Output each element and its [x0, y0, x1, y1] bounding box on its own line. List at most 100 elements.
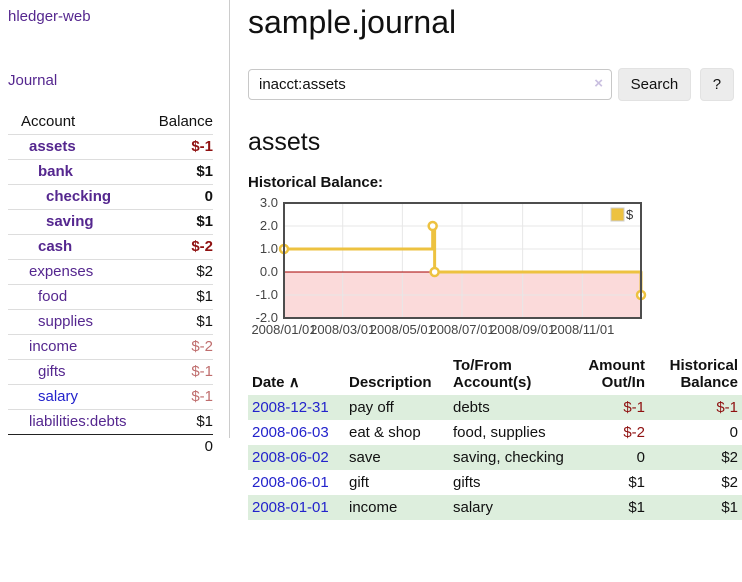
transaction-description: income: [349, 499, 398, 516]
transaction-accounts: salary: [453, 499, 494, 516]
accounts-total-value: 0: [204, 438, 213, 455]
help-button[interactable]: ?: [699, 68, 734, 101]
account-balance: $-2: [191, 238, 213, 255]
register-row: 2008-06-01 gift gifts $1 $2: [248, 470, 742, 495]
transaction-accounts: debts: [453, 399, 490, 416]
sidebar: hledger-web Journal Account Balance asse…: [0, 0, 230, 455]
transaction-description: eat & shop: [349, 424, 421, 441]
svg-text:-2.0: -2.0: [256, 310, 278, 325]
account-link-food[interactable]: food: [38, 288, 68, 305]
account-link-expenses[interactable]: expenses: [29, 263, 94, 280]
col-header-date[interactable]: Date ∧: [252, 374, 300, 391]
transaction-balance: $-1: [716, 399, 738, 416]
svg-text:2008/01/01: 2008/01/01: [251, 322, 316, 337]
accounts-header-balance: Balance: [158, 113, 213, 130]
transaction-date-link[interactable]: 2008-01-01: [252, 499, 329, 516]
search-input[interactable]: [248, 69, 612, 100]
accounts-table: Account Balance assets $-1 bank $1 check…: [8, 110, 213, 459]
svg-text:2008/11/01: 2008/11/01: [550, 322, 614, 337]
transaction-date-link[interactable]: 2008-06-03: [252, 424, 329, 441]
register-row: 2008-01-01 income salary $1 $1: [248, 495, 742, 520]
account-balance: $2: [196, 263, 213, 280]
account-balance: $1: [196, 313, 213, 330]
register-row: 2008-06-03 eat & shop food, supplies $-2…: [248, 420, 742, 445]
svg-text:1.0: 1.0: [260, 241, 278, 256]
main-content: sample.journal × Search ? assets Histori…: [231, 0, 742, 520]
col-header-accounts: To/From Account(s): [453, 357, 532, 391]
sidebar-item-journal[interactable]: Journal: [8, 72, 58, 89]
account-row-gifts: gifts $-1: [8, 359, 213, 385]
account-link-liabilities-debts[interactable]: liabilities:debts: [29, 413, 127, 430]
transaction-balance: $2: [721, 474, 738, 491]
transaction-date-link[interactable]: 2008-06-02: [252, 449, 329, 466]
account-balance: $1: [196, 213, 213, 230]
svg-text:2008/03/01: 2008/03/01: [310, 322, 375, 337]
transaction-amount: $1: [628, 499, 645, 516]
app-title-link[interactable]: hledger-web: [8, 8, 91, 25]
register-row: 2008-06-02 save saving, checking 0 $2: [248, 445, 742, 470]
svg-text:2008/09/01: 2008/09/01: [490, 322, 555, 337]
account-link-cash[interactable]: cash: [38, 238, 73, 255]
sort-asc-icon: ∧: [288, 374, 300, 391]
account-row-expenses: expenses $2: [8, 259, 213, 285]
svg-text:-1.0: -1.0: [256, 287, 278, 302]
transaction-balance: $2: [721, 449, 738, 466]
account-heading: assets: [248, 128, 321, 156]
search-button[interactable]: Search: [618, 68, 691, 101]
account-link-saving[interactable]: saving: [46, 213, 94, 230]
search-bar: × Search ?: [248, 68, 734, 101]
account-balance: $-2: [191, 338, 213, 355]
transaction-accounts: food, supplies: [453, 424, 546, 441]
account-balance: $-1: [191, 363, 213, 380]
svg-text:2008/05/01: 2008/05/01: [370, 322, 435, 337]
transaction-accounts: saving, checking: [453, 449, 564, 466]
account-link-salary[interactable]: salary: [38, 388, 79, 405]
account-link-assets[interactable]: assets: [29, 138, 76, 155]
account-row-assets: assets $-1: [8, 134, 213, 160]
svg-text:0.0: 0.0: [260, 264, 278, 279]
account-row-bank: bank $1: [8, 159, 213, 185]
account-balance: $1: [196, 288, 213, 305]
transaction-balance: $1: [721, 499, 738, 516]
transaction-amount: 0: [636, 449, 645, 466]
transaction-amount: $-2: [623, 424, 645, 441]
account-row-checking: checking 0: [8, 184, 213, 210]
account-balance: $-1: [191, 138, 213, 155]
account-link-gifts[interactable]: gifts: [38, 363, 66, 380]
account-link-checking[interactable]: checking: [46, 188, 112, 205]
transaction-description: save: [349, 449, 381, 466]
clear-search-icon[interactable]: ×: [594, 75, 603, 92]
transaction-date-link[interactable]: 2008-06-01: [252, 474, 329, 491]
transaction-description: pay off: [349, 399, 394, 416]
account-row-liabilities-debts: liabilities:debts $1: [8, 409, 213, 435]
transaction-date-link[interactable]: 2008-12-31: [252, 399, 329, 416]
historical-balance-chart: $3.0 2.0 1.0 0.0 -1.0 -2.0 2008/01/01 2008/03/0…: [248, 195, 648, 341]
account-balance: $-1: [191, 388, 213, 405]
register-header-row: Date ∧ Description To/From Account(s) Am…: [248, 355, 742, 395]
account-balance: 0: [204, 188, 213, 205]
register-table: Date ∧ Description To/From Account(s) Am…: [248, 355, 742, 520]
account-balance: $1: [196, 413, 213, 430]
transaction-accounts: gifts: [453, 474, 481, 491]
transaction-amount: $-1: [623, 399, 645, 416]
account-row-food: food $1: [8, 284, 213, 310]
account-row-cash: cash $-2: [8, 234, 213, 260]
accounts-header-account: Account: [21, 113, 76, 130]
accounts-total-row: 0: [8, 434, 213, 460]
account-link-income[interactable]: income: [29, 338, 78, 355]
page-title: sample.journal: [248, 4, 457, 40]
account-link-bank[interactable]: bank: [38, 163, 74, 180]
account-row-supplies: supplies $1: [8, 309, 213, 335]
transaction-description: gift: [349, 474, 370, 491]
chart-label: Historical Balance:: [248, 174, 384, 191]
account-link-supplies[interactable]: supplies: [38, 313, 94, 330]
col-header-description: Description: [349, 374, 432, 391]
account-row-salary: salary $-1: [8, 384, 213, 410]
account-row-saving: saving $1: [8, 209, 213, 235]
svg-text:3.0: 3.0: [260, 195, 278, 210]
transaction-amount: $1: [628, 474, 645, 491]
transaction-balance: 0: [729, 424, 738, 441]
register-row: 2008-12-31 pay off debts $-1 $-1: [248, 395, 742, 420]
accounts-header-row: Account Balance: [8, 110, 213, 135]
svg-text:$: $: [626, 207, 634, 222]
